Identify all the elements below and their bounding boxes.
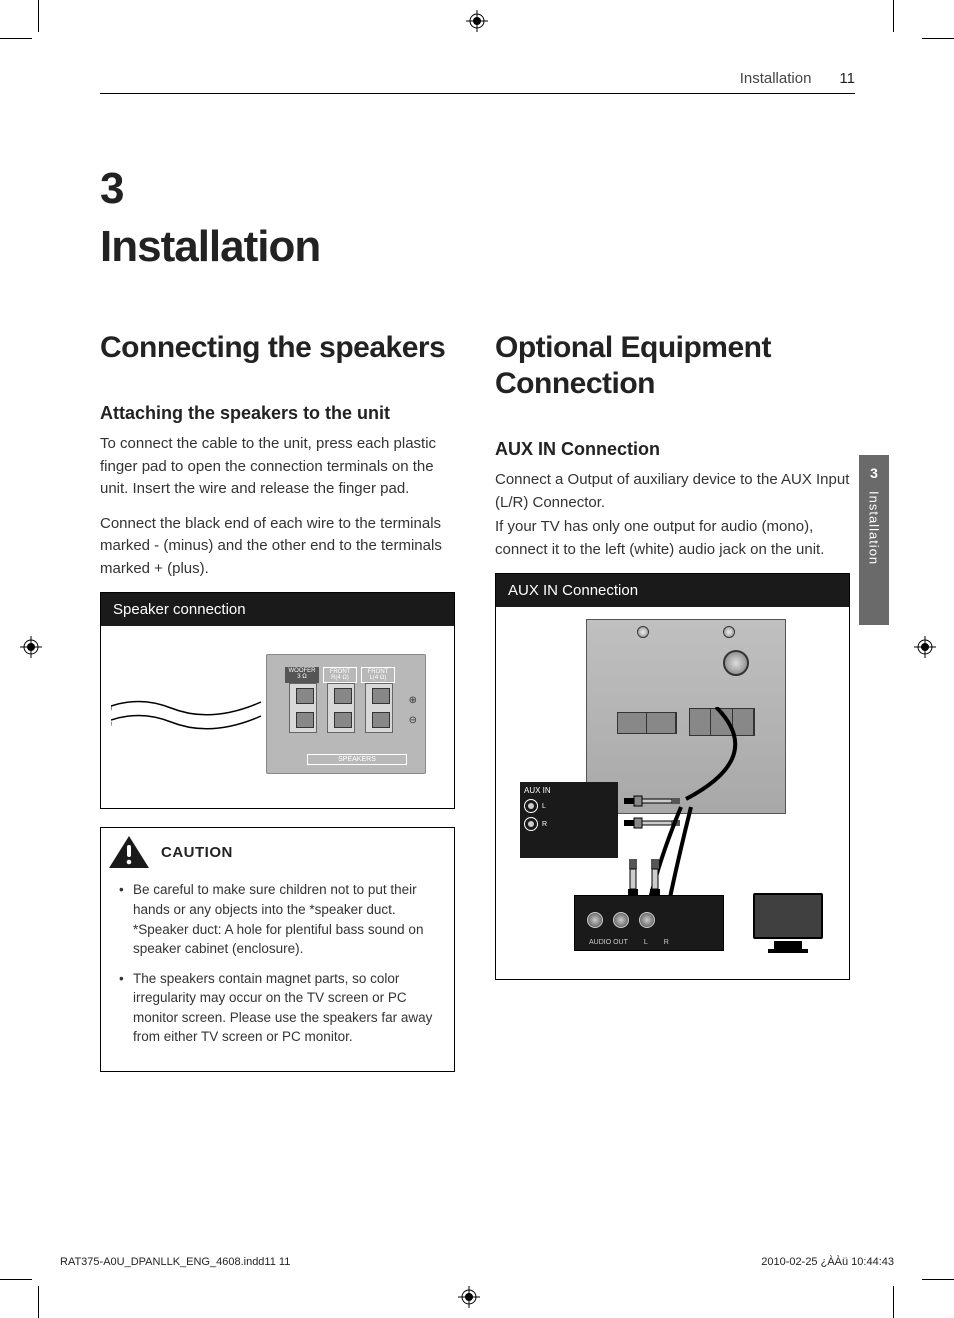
terminal-label-front-r: FRONT R(4 Ω) bbox=[323, 667, 357, 683]
caution-item: Be careful to make sure children not to … bbox=[119, 880, 436, 958]
speaker-terminal-panel: WOOFER 3 Ω FRONT R(4 Ω) FRONT L(4 Ω) ⊕⊖ … bbox=[266, 654, 426, 774]
body-text: Connect a Output of auxiliary device to … bbox=[495, 469, 850, 514]
caution-box: CAUTION Be careful to make sure children… bbox=[100, 827, 455, 1072]
crop-mark bbox=[0, 1279, 32, 1280]
footer-filename: RAT375-A0U_DPANLLK_ENG_4608.indd11 11 bbox=[60, 1256, 290, 1268]
running-head: Installation 11 bbox=[100, 70, 855, 94]
speakers-label: SPEAKERS bbox=[307, 754, 407, 765]
body-text: To connect the cable to the unit, press … bbox=[100, 433, 455, 501]
terminal-label-woofer: WOOFER 3 Ω bbox=[285, 667, 319, 683]
terminal-block bbox=[289, 683, 317, 733]
right-column: Optional Equipment Connection AUX IN Con… bbox=[495, 330, 850, 1072]
subheading-attaching: Attaching the speakers to the unit bbox=[100, 402, 455, 425]
aux-in-panel: AUX IN L R bbox=[520, 782, 618, 858]
registration-mark-icon bbox=[914, 636, 936, 658]
rca-plug-down-icon bbox=[648, 859, 662, 899]
wire-illustration-icon bbox=[111, 696, 271, 736]
vcr-audio-out-label: AUDIO OUT bbox=[589, 939, 628, 946]
aux-panel-title: AUX IN bbox=[524, 786, 614, 795]
page-number: 11 bbox=[839, 70, 855, 87]
terminal-label-front-l: FRONT L(4 Ω) bbox=[361, 667, 395, 683]
subheading-aux: AUX IN Connection bbox=[495, 438, 850, 461]
registration-mark-icon bbox=[20, 636, 42, 658]
rca-plug-down-icon bbox=[626, 859, 640, 899]
page-content: Installation 11 3 Installation Connectin… bbox=[100, 70, 855, 1072]
footer-timestamp: 2010-02-25 ¿ÀÀü 10:44:43 bbox=[761, 1256, 894, 1268]
polarity-icon: ⊕⊖ bbox=[409, 691, 417, 731]
figure-speaker-connection: Speaker connection WOOFER 3 Ω FRONT R(4 … bbox=[100, 592, 455, 809]
running-head-section: Installation bbox=[740, 70, 812, 87]
caution-title: CAUTION bbox=[161, 844, 233, 861]
figure-body: WOOFER 3 Ω FRONT R(4 Ω) FRONT L(4 Ω) ⊕⊖ … bbox=[101, 626, 454, 808]
side-tab-number: 3 bbox=[870, 465, 878, 481]
crop-mark bbox=[38, 0, 39, 32]
figure-title: Speaker connection bbox=[101, 593, 454, 626]
left-column: Connecting the speakers Attaching the sp… bbox=[100, 330, 455, 1072]
crop-mark bbox=[38, 1286, 39, 1318]
vcr-r-label: R bbox=[664, 939, 669, 946]
figure-title: AUX IN Connection bbox=[496, 574, 849, 607]
registration-mark-icon bbox=[466, 10, 488, 32]
figure-aux-connection: AUX IN Connection AUX IN L R bbox=[495, 573, 850, 980]
print-footer: RAT375-A0U_DPANLLK_ENG_4608.indd11 11 20… bbox=[60, 1256, 894, 1268]
vcr-l-label: L bbox=[644, 939, 648, 946]
figure-body: AUX IN L R bbox=[496, 607, 849, 979]
terminal-block bbox=[365, 683, 393, 733]
chapter-title: Installation bbox=[100, 222, 855, 272]
crop-mark bbox=[893, 1286, 894, 1318]
caution-icon bbox=[107, 834, 151, 870]
body-text: Connect the black end of each wire to th… bbox=[100, 513, 455, 581]
crop-mark bbox=[0, 38, 32, 39]
registration-mark-icon bbox=[458, 1286, 480, 1308]
crop-mark bbox=[922, 38, 954, 39]
body-text: If your TV has only one output for audio… bbox=[495, 516, 850, 561]
side-tab: 3 Installation bbox=[859, 455, 889, 625]
caution-item: The speakers contain magnet parts, so co… bbox=[119, 969, 436, 1047]
aux-l-label: L bbox=[542, 803, 546, 810]
chapter-number: 3 bbox=[100, 164, 855, 214]
tv-icon bbox=[753, 893, 823, 953]
crop-mark bbox=[893, 0, 894, 32]
vcr-device-icon: AUDIO OUT L R bbox=[574, 895, 724, 951]
crop-mark bbox=[922, 1279, 954, 1280]
side-tab-label: Installation bbox=[867, 491, 882, 565]
section-heading-optional: Optional Equipment Connection bbox=[495, 330, 850, 402]
terminal-block bbox=[327, 683, 355, 733]
aux-r-label: R bbox=[542, 821, 547, 828]
section-heading-speakers: Connecting the speakers bbox=[100, 330, 455, 366]
